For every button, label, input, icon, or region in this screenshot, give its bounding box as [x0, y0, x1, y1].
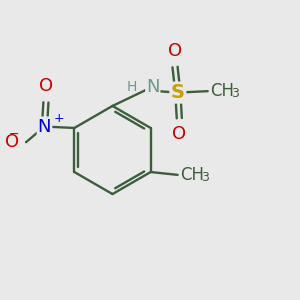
Text: O: O	[172, 125, 186, 143]
Text: O: O	[39, 77, 53, 95]
Text: N: N	[38, 118, 51, 136]
Text: 3: 3	[231, 87, 239, 100]
Text: S: S	[171, 83, 185, 102]
Text: −: −	[8, 128, 19, 141]
Text: +: +	[54, 112, 64, 125]
Text: CH: CH	[181, 166, 205, 184]
Text: CH: CH	[211, 82, 235, 100]
Text: H: H	[127, 80, 137, 94]
Text: 3: 3	[201, 171, 209, 184]
Text: O: O	[5, 133, 19, 151]
Text: N: N	[146, 79, 160, 97]
Text: O: O	[168, 42, 182, 60]
